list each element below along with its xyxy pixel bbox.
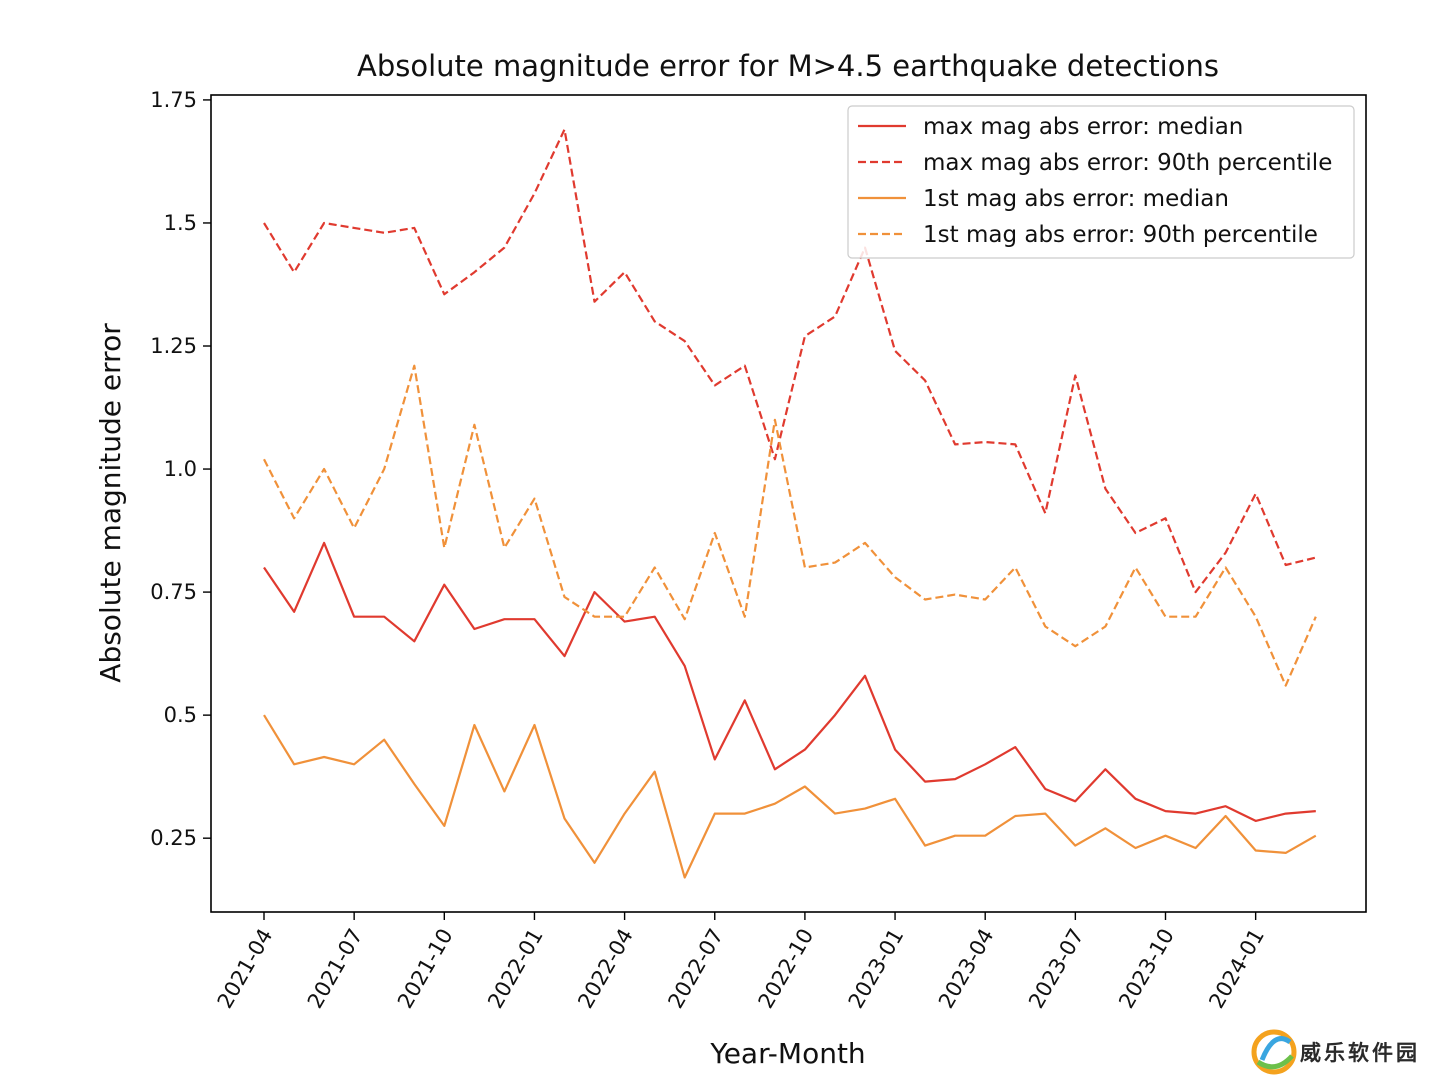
x-tick-label: 2022-10 (754, 925, 819, 1013)
y-tick-label: 1.5 (164, 211, 197, 235)
x-tick-label: 2022-04 (573, 925, 638, 1013)
x-tick-label: 2022-07 (663, 925, 728, 1013)
y-tick-label: 0.5 (164, 703, 197, 727)
y-tick-label: 1.0 (164, 457, 197, 481)
plot-area (263, 128, 1317, 879)
x-tick-label: 2022-01 (483, 925, 548, 1013)
legend-label: 1st mag abs error: 90th percentile (923, 222, 1318, 248)
watermark-logo-icon (1251, 1029, 1297, 1075)
x-tick-label: 2023-01 (844, 925, 909, 1013)
legend-label: max mag abs error: median (923, 114, 1243, 140)
watermark-text: 威乐软件园 (1300, 1041, 1420, 1065)
x-tick-label: 2021-04 (213, 925, 278, 1013)
legend-label: max mag abs error: 90th percentile (923, 150, 1332, 176)
series-line-4 (263, 364, 1317, 687)
y-axis: 0.25 0.5 0.75 1.0 1.25 1.5 1.75 (150, 88, 211, 850)
y-tick-label: 1.25 (150, 334, 197, 358)
chart-title: Absolute magnitude error for M>4.5 earth… (357, 49, 1219, 83)
x-axis: 2021-04 2021-07 2021-10 2022-01 2022-04 2022-… (213, 912, 1269, 1012)
y-tick-label: 0.25 (150, 826, 197, 850)
legend-box (847, 105, 1355, 259)
legend: max mag abs error: median max mag abs err… (847, 105, 1355, 259)
y-axis-label: Absolute magnitude error (94, 323, 127, 683)
x-tick-label: 2021-10 (393, 925, 458, 1013)
y-tick-label: 0.75 (150, 580, 197, 604)
x-tick-label: 2023-07 (1024, 925, 1089, 1013)
series-line-3 (263, 714, 1317, 879)
plot-frame (210, 94, 1367, 913)
y-tick-label: 1.75 (150, 88, 197, 112)
x-axis-label: Year-Month (709, 1037, 865, 1070)
legend-label: 1st mag abs error: median (923, 186, 1229, 212)
x-tick-label: 2023-10 (1114, 925, 1179, 1013)
series-line-2 (263, 128, 1317, 594)
watermark: 威乐软件园 (1251, 1029, 1420, 1075)
series-line-1 (263, 541, 1316, 823)
x-tick-label: 2023-04 (934, 925, 999, 1013)
x-tick-label: 2021-07 (303, 925, 368, 1013)
x-tick-label: 2024-01 (1204, 925, 1269, 1013)
